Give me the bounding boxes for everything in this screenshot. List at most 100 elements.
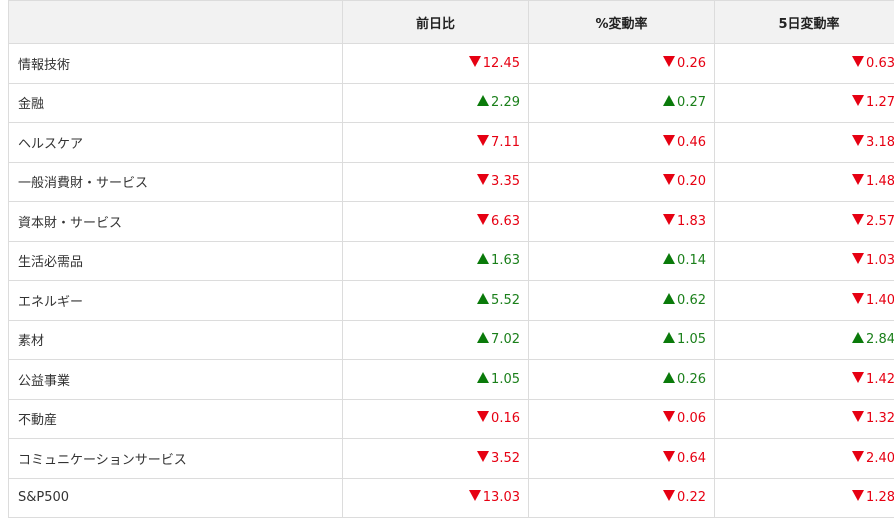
table-row: コミュニケーションサービス 3.52 0.64 2.40: [8, 438, 894, 479]
triangle-down-icon: [852, 174, 865, 186]
triangle-down-icon: [852, 95, 865, 107]
header-sector: [8, 0, 343, 44]
change-value: 0.46: [677, 134, 706, 150]
change-value: 2.84: [866, 332, 894, 348]
sector-name: 資本財・サービス: [8, 201, 343, 242]
triangle-up-icon: [663, 95, 676, 107]
table-row: 不動産 0.16 0.06 1.32: [8, 398, 894, 439]
change-value: 3.18: [866, 134, 894, 150]
triangle-down-icon: [468, 55, 481, 67]
triangle-down-icon: [852, 134, 865, 146]
sector-name: コミュニケーションサービス: [8, 438, 343, 479]
change-value: 6.63: [491, 213, 520, 229]
five-day-change-cell: 1.48: [714, 161, 894, 202]
triangle-down-icon: [477, 213, 490, 225]
day-change-cell: 12.45: [342, 43, 529, 84]
sector-name: ヘルスケア: [8, 122, 343, 163]
five-day-change-cell: 2.57: [714, 201, 894, 242]
change-value: 3.35: [491, 174, 520, 190]
triangle-down-icon: [468, 490, 481, 502]
change-value: 1.83: [677, 213, 706, 229]
table-header: 前日比 %変動率 5日変動率: [8, 0, 894, 44]
sector-name: 生活必需品: [8, 240, 343, 281]
triangle-down-icon: [663, 174, 676, 186]
percent-change-cell: 1.83: [528, 201, 715, 242]
five-day-change-cell: 1.03: [714, 240, 894, 281]
table-row: 生活必需品 1.63 0.14 1.03: [8, 240, 894, 281]
triangle-down-icon: [852, 450, 865, 462]
triangle-up-icon: [663, 371, 676, 383]
triangle-down-icon: [477, 411, 490, 423]
day-change-cell: 3.52: [342, 438, 529, 479]
sector-name: 不動産: [8, 398, 343, 439]
triangle-down-icon: [852, 490, 865, 502]
change-value: 0.14: [677, 253, 706, 269]
header-row: 前日比 %変動率 5日変動率: [8, 0, 894, 44]
day-change-cell: 1.63: [342, 240, 529, 281]
header-5day-change: 5日変動率: [714, 0, 894, 44]
change-value: 7.11: [491, 134, 520, 150]
triangle-up-icon: [477, 371, 490, 383]
percent-change-cell: 0.06: [528, 398, 715, 439]
percent-change-cell: 0.64: [528, 438, 715, 479]
triangle-down-icon: [852, 213, 865, 225]
five-day-change-cell: 1.32: [714, 398, 894, 439]
table-row: 一般消費財・サービス 3.35 0.20 1.48: [8, 161, 894, 202]
percent-change-cell: 0.26: [528, 43, 715, 84]
five-day-change-cell: 1.40: [714, 280, 894, 321]
change-value: 1.42: [866, 371, 894, 387]
day-change-cell: 0.16: [342, 398, 529, 439]
sector-name: 一般消費財・サービス: [8, 161, 343, 202]
change-value: 1.63: [491, 253, 520, 269]
header-percent-change: %変動率: [528, 0, 715, 44]
percent-change-cell: 0.27: [528, 82, 715, 123]
day-change-cell: 1.05: [342, 359, 529, 400]
change-value: 13.03: [482, 490, 520, 506]
sector-name: S&P500: [8, 477, 343, 518]
sector-performance-table: 前日比 %変動率 5日変動率 情報技術 12.45 0.26 0.63 金融 2.29 0.…: [8, 0, 894, 518]
triangle-up-icon: [477, 95, 490, 107]
triangle-down-icon: [852, 292, 865, 304]
table-body: 情報技術 12.45 0.26 0.63 金融 2.29 0.27 1.27 ヘルスケア 7.11…: [8, 43, 894, 518]
sector-name: 金融: [8, 82, 343, 123]
change-value: 0.64: [677, 450, 706, 466]
triangle-up-icon: [477, 332, 490, 344]
change-value: 0.20: [677, 174, 706, 190]
change-value: 2.57: [866, 213, 894, 229]
change-value: 0.63: [866, 55, 894, 71]
change-value: 1.28: [866, 490, 894, 506]
table-row: S&P500 13.03 0.22 1.28: [8, 477, 894, 518]
percent-change-cell: 0.62: [528, 280, 715, 321]
triangle-up-icon: [663, 292, 676, 304]
triangle-down-icon: [663, 411, 676, 423]
change-value: 2.29: [491, 95, 520, 111]
day-change-cell: 3.35: [342, 161, 529, 202]
table-row: 情報技術 12.45 0.26 0.63: [8, 43, 894, 84]
sector-name: 公益事業: [8, 359, 343, 400]
triangle-down-icon: [477, 450, 490, 462]
table-row: 金融 2.29 0.27 1.27: [8, 82, 894, 123]
triangle-up-icon: [663, 332, 676, 344]
day-change-cell: 2.29: [342, 82, 529, 123]
triangle-up-icon: [852, 332, 865, 344]
header-day-change: 前日比: [342, 0, 529, 44]
five-day-change-cell: 2.84: [714, 319, 894, 360]
change-value: 0.22: [677, 490, 706, 506]
change-value: 1.27: [866, 95, 894, 111]
change-value: 0.16: [491, 411, 520, 427]
five-day-change-cell: 1.27: [714, 82, 894, 123]
change-value: 12.45: [482, 55, 520, 71]
change-value: 2.40: [866, 450, 894, 466]
change-value: 0.27: [677, 95, 706, 111]
day-change-cell: 7.02: [342, 319, 529, 360]
change-value: 0.26: [677, 55, 706, 71]
change-value: 1.03: [866, 253, 894, 269]
day-change-cell: 6.63: [342, 201, 529, 242]
triangle-up-icon: [477, 253, 490, 265]
five-day-change-cell: 1.28: [714, 477, 894, 518]
change-value: 5.52: [491, 292, 520, 308]
table-row: エネルギー 5.52 0.62 1.40: [8, 280, 894, 321]
triangle-down-icon: [663, 450, 676, 462]
change-value: 1.40: [866, 292, 894, 308]
percent-change-cell: 0.46: [528, 122, 715, 163]
